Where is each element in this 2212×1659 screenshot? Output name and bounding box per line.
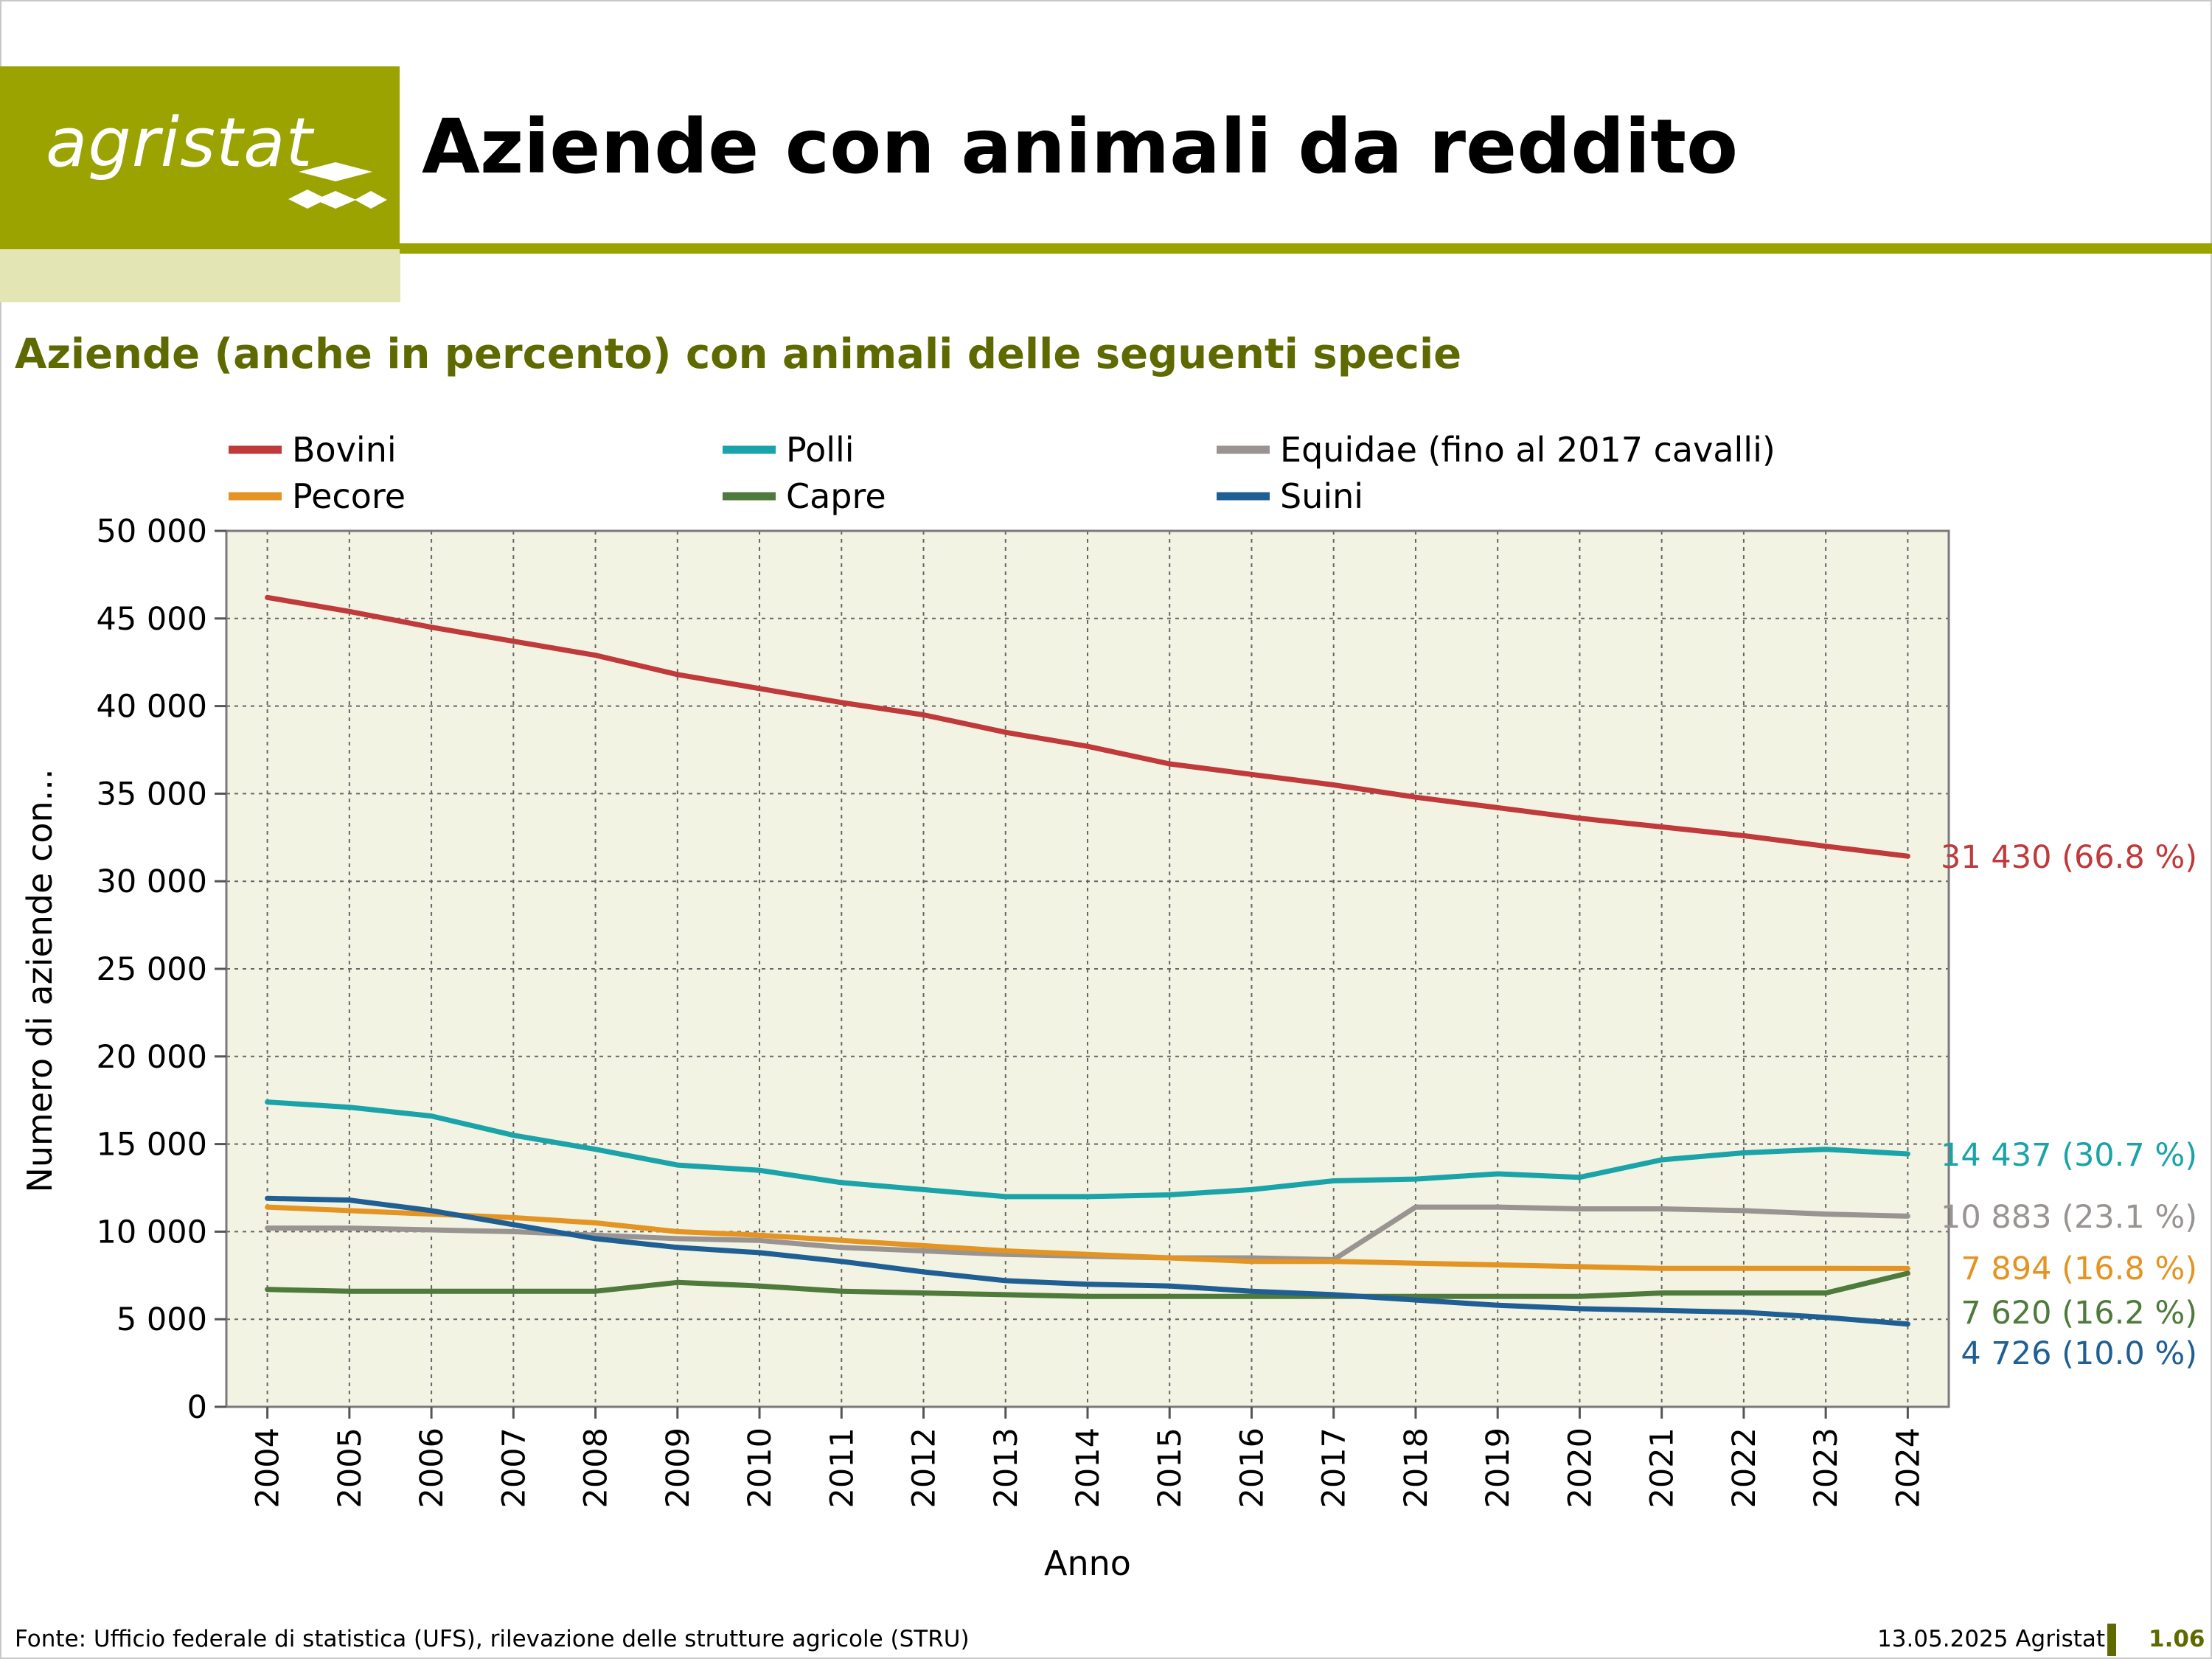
legend-label: Bovini <box>292 430 397 470</box>
end-label: 4 726 (10.0 %) <box>1961 1335 2197 1372</box>
y-tick-labels: 0 5 000 10 000 15 000 20 000 25 000 30 000 35 0… <box>97 513 207 1426</box>
page-title: Aziende con animali da reddito <box>422 103 1739 191</box>
x-tick-labels: 2004 2005 2006 2007 2008 2009 2010 2011 2012 2013… <box>250 1427 1927 1508</box>
legend-label: Capre <box>786 476 886 516</box>
series-line-capre <box>265 1270 1910 1299</box>
legend-label: Polli <box>786 430 855 470</box>
axes <box>215 529 1950 1419</box>
x-tick-label: 2014 <box>1070 1427 1107 1508</box>
x-tick-label: 2008 <box>578 1427 615 1508</box>
x-tick-label: 2004 <box>250 1427 287 1508</box>
x-tick-label: 2019 <box>1480 1427 1517 1508</box>
series-line-bovini <box>265 594 1910 859</box>
y-tick-label: 20 000 <box>97 1039 207 1076</box>
x-tick-label: 2010 <box>742 1427 779 1508</box>
header-rule <box>400 243 2212 254</box>
series-line-pecore <box>265 1204 1910 1271</box>
logo-underbar <box>0 249 400 302</box>
y-tick-label: 10 000 <box>97 1214 207 1251</box>
agristat-logo <box>0 66 400 249</box>
footer-divider <box>2107 1624 2116 1656</box>
legend: Bovini Polli Equidae (fino al 2017 cavalli… <box>229 430 1775 516</box>
x-tick-label: 2009 <box>660 1427 697 1508</box>
end-label: 7 620 (16.2 %) <box>1961 1295 2197 1332</box>
y-tick-label: 40 000 <box>97 689 207 726</box>
series-lines <box>265 594 1910 1327</box>
y-tick-label: 15 000 <box>97 1127 207 1164</box>
y-tick-label: 45 000 <box>97 601 207 638</box>
x-tick-label: 2005 <box>332 1427 369 1508</box>
x-tick-label: 2007 <box>495 1427 532 1508</box>
y-tick-label: 30 000 <box>97 863 207 900</box>
footer-date: 13.05.2025 Agristat <box>1877 1626 2106 1652</box>
end-label: 10 883 (23.1 %) <box>1941 1199 2197 1236</box>
x-tick-label: 2023 <box>1808 1427 1845 1508</box>
x-tick-label: 2006 <box>414 1427 451 1508</box>
page-number: 1.06 <box>2149 1626 2205 1652</box>
footer-source: Fonte: Ufficio federale di statistica (U… <box>15 1626 970 1652</box>
y-tick-label: 35 000 <box>97 776 207 813</box>
logo-diamond-icon <box>288 162 387 209</box>
series-line-suini <box>265 1195 1910 1327</box>
end-label: 31 430 (66.8 %) <box>1941 839 2197 876</box>
x-tick-label: 2016 <box>1234 1427 1270 1508</box>
x-tick-label: 2024 <box>1890 1427 1927 1508</box>
x-axis-title: Anno <box>1044 1543 1131 1583</box>
legend-label: Suini <box>1280 476 1363 516</box>
x-tick-label: 2012 <box>906 1427 943 1508</box>
y-tick-label: 25 000 <box>97 951 207 988</box>
legend-label: Pecore <box>292 476 406 516</box>
chart-subtitle: Aziende (anche in percento) con animali … <box>15 330 1462 378</box>
x-tick-label: 2021 <box>1644 1427 1681 1508</box>
series-line-polli <box>265 1099 1910 1200</box>
x-tick-label: 2013 <box>988 1427 1025 1508</box>
end-label: 14 437 (30.7 %) <box>1941 1137 2197 1174</box>
end-label: 7 894 (16.8 %) <box>1961 1251 2197 1287</box>
x-tick-label: 2011 <box>824 1427 860 1508</box>
x-tick-label: 2022 <box>1726 1427 1763 1508</box>
y-axis-title: Numero di aziende con... <box>20 768 60 1192</box>
logo-wordmark: agristat <box>46 103 313 182</box>
y-tick-label: 5 000 <box>116 1301 207 1338</box>
end-labels: 31 430 (66.8 %) 14 437 (30.7 %) 10 883 (23… <box>1941 839 2197 1372</box>
legend-label: Equidae (fino al 2017 cavalli) <box>1280 430 1775 470</box>
x-tick-label: 2020 <box>1562 1427 1599 1508</box>
x-tick-label: 2015 <box>1152 1427 1189 1508</box>
x-tick-label: 2018 <box>1398 1427 1435 1508</box>
y-tick-label: 0 <box>187 1389 207 1426</box>
y-tick-label: 50 000 <box>97 513 207 550</box>
grid-lines <box>226 530 1949 1407</box>
x-tick-label: 2017 <box>1316 1427 1353 1508</box>
